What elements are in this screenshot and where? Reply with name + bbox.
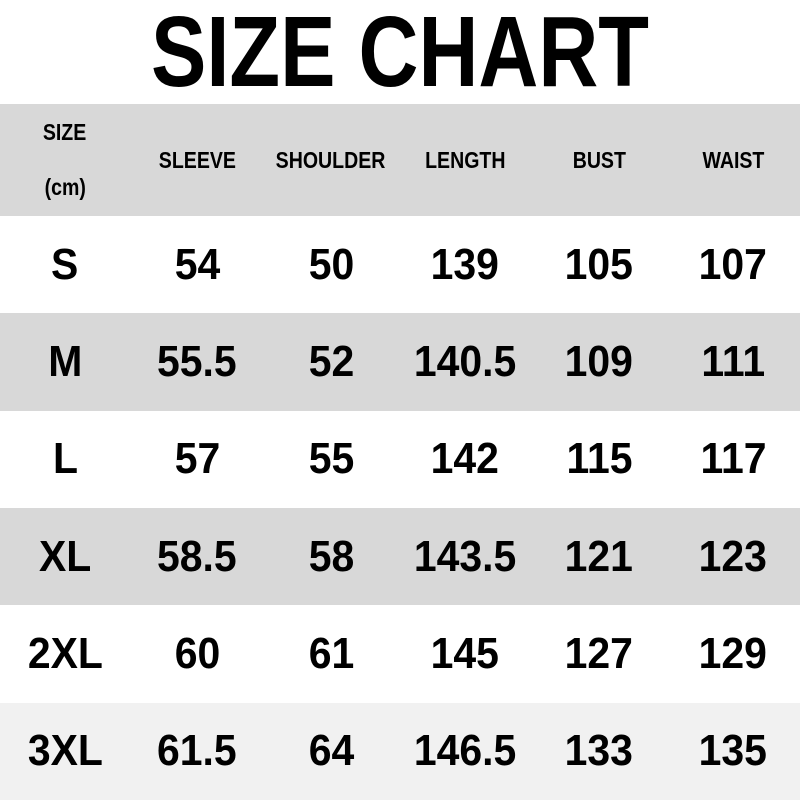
value-cell: 123 — [698, 531, 768, 581]
value-cell: 55.5 — [157, 336, 237, 386]
value-cell: 135 — [698, 726, 768, 776]
value-cell: 64 — [308, 726, 354, 776]
value-cell: 50 — [308, 239, 354, 289]
table-header-row: SIZE (cm) SLEEVE SHOULDER LENGTH BUST WA… — [0, 104, 800, 216]
page-title: SIZE CHART — [151, 0, 649, 108]
value-cell: 105 — [564, 239, 634, 289]
table-row-l: L 57 55 142 115 117 — [0, 410, 800, 508]
header-cell-waist: WAIST — [666, 104, 800, 216]
value-cell: 115 — [565, 434, 632, 484]
table-row-2xl: 2XL 60 61 145 127 129 — [0, 605, 800, 703]
header-label: LENGTH — [424, 146, 506, 173]
value-cell: 121 — [564, 531, 634, 581]
size-cell: S — [51, 239, 79, 289]
value-cell: 133 — [564, 726, 634, 776]
value-cell: 129 — [698, 628, 768, 678]
table-row-xl: XL 58.5 58 143.5 121 123 — [0, 507, 800, 606]
header-cell-bust: BUST — [532, 104, 666, 216]
size-cell: L — [52, 434, 78, 484]
size-cell: 3XL — [27, 726, 103, 776]
size-cell: XL — [38, 531, 92, 581]
size-unit-label: (cm) — [44, 174, 86, 200]
value-cell: 145 — [430, 628, 500, 678]
value-cell: 146.5 — [413, 726, 517, 776]
value-cell: 55 — [308, 434, 354, 484]
size-cell: 2XL — [27, 628, 103, 678]
value-cell: 61 — [308, 628, 354, 678]
value-cell: 57 — [174, 434, 220, 484]
value-cell: 111 — [701, 336, 765, 386]
value-cell: 58.5 — [157, 531, 237, 581]
header-label: SHOULDER — [276, 146, 386, 173]
value-cell: 61.5 — [157, 726, 237, 776]
value-cell: 109 — [564, 336, 634, 386]
header-cell-size: SIZE (cm) — [0, 104, 130, 216]
size-header-label: SIZE — [43, 119, 87, 145]
value-cell: 60 — [174, 628, 220, 678]
header-label: SLEEVE — [158, 146, 236, 173]
value-cell: 127 — [564, 628, 634, 678]
table-row-3xl: 3XL 61.5 64 146.5 133 135 — [0, 702, 800, 800]
header-label: BUST — [572, 146, 626, 173]
size-cell: M — [47, 336, 83, 386]
value-cell: 58 — [308, 531, 354, 581]
header-label: WAIST — [702, 146, 764, 173]
value-cell: 54 — [174, 239, 220, 289]
header-cell-shoulder: SHOULDER — [264, 104, 398, 216]
value-cell: 117 — [699, 434, 766, 484]
table-row-s: S 54 50 139 105 107 — [0, 216, 800, 314]
table-row-m: M 55.5 52 140.5 109 111 — [0, 313, 800, 411]
value-cell: 142 — [430, 434, 500, 484]
title-bar: SIZE CHART — [0, 0, 800, 104]
header-cell-sleeve: SLEEVE — [130, 104, 264, 216]
size-table: SIZE (cm) SLEEVE SHOULDER LENGTH BUST WA… — [0, 104, 800, 800]
value-cell: 139 — [430, 239, 500, 289]
value-cell: 52 — [308, 336, 354, 386]
header-cell-length: LENGTH — [398, 104, 532, 216]
value-cell: 143.5 — [413, 531, 517, 581]
value-cell: 140.5 — [413, 336, 517, 386]
value-cell: 107 — [698, 239, 768, 289]
